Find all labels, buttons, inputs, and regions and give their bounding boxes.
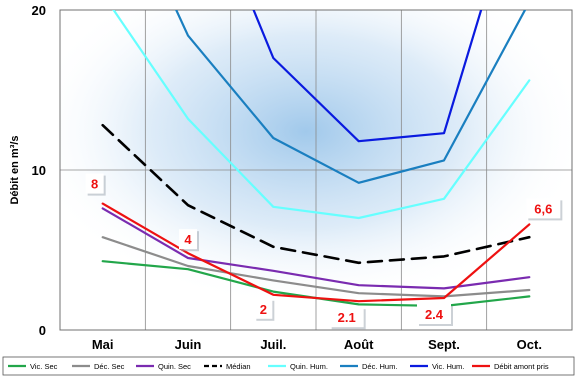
- data-label-box: [85, 173, 104, 194]
- legend-item: Vic. Hum.: [410, 362, 464, 371]
- series-group: [101, 10, 531, 308]
- x-tick-label: Sept.: [428, 337, 460, 352]
- legend-item: Quin. Hum.: [268, 362, 328, 371]
- data-label-box: [526, 198, 561, 219]
- x-tick-label: Mai: [92, 337, 114, 352]
- legend-item: Quin. Sec: [136, 362, 191, 371]
- data-label-box: [417, 304, 451, 324]
- data-label: 2.4: [425, 307, 444, 322]
- legend-item: Débit amont pris: [472, 362, 549, 371]
- legend-label: Médian: [226, 362, 251, 371]
- series-line: [101, 123, 531, 265]
- data-label: 6,6: [534, 201, 552, 216]
- data-label: 2: [260, 302, 267, 317]
- data-label: 2.1: [338, 310, 356, 325]
- y-tick-label: 0: [39, 323, 46, 338]
- legend-label: Vic. Sec: [30, 362, 58, 371]
- legend-label: Déc. Sec: [94, 362, 125, 371]
- legend-label: Quin. Hum.: [290, 362, 328, 371]
- y-axis-label: Débit en m³/s: [9, 135, 21, 204]
- legend-item: Médian: [204, 362, 251, 371]
- series-line: [112, 10, 531, 220]
- legend-label: Quin. Sec: [158, 362, 191, 371]
- x-tick-label: Août: [344, 337, 374, 352]
- y-tick-label: 20: [32, 3, 46, 18]
- legend-item: Vic. Sec: [8, 362, 58, 371]
- data-label: 8: [91, 177, 98, 192]
- plot-border: [59, 9, 573, 331]
- legend-item: Déc. Hum.: [340, 362, 397, 371]
- x-tick-label: Juil.: [260, 337, 286, 352]
- legend-label: Vic. Hum.: [432, 362, 464, 371]
- series-line: [101, 202, 531, 303]
- series-line: [175, 10, 527, 184]
- legend-box: [2, 356, 575, 376]
- data-label-box: [254, 298, 273, 319]
- series-line: [101, 236, 531, 298]
- x-tick-label: Oct.: [517, 337, 542, 352]
- y-tick-label: 10: [32, 163, 46, 178]
- legend-item: Déc. Sec: [72, 362, 125, 371]
- x-tick-label: Juin: [175, 337, 202, 352]
- series-line: [252, 10, 483, 143]
- data-label-box: [329, 307, 364, 328]
- legend-label: Débit amont pris: [494, 362, 549, 371]
- legend-label: Déc. Hum.: [362, 362, 397, 371]
- data-label-box: [179, 229, 197, 250]
- data-label: 4: [184, 232, 192, 247]
